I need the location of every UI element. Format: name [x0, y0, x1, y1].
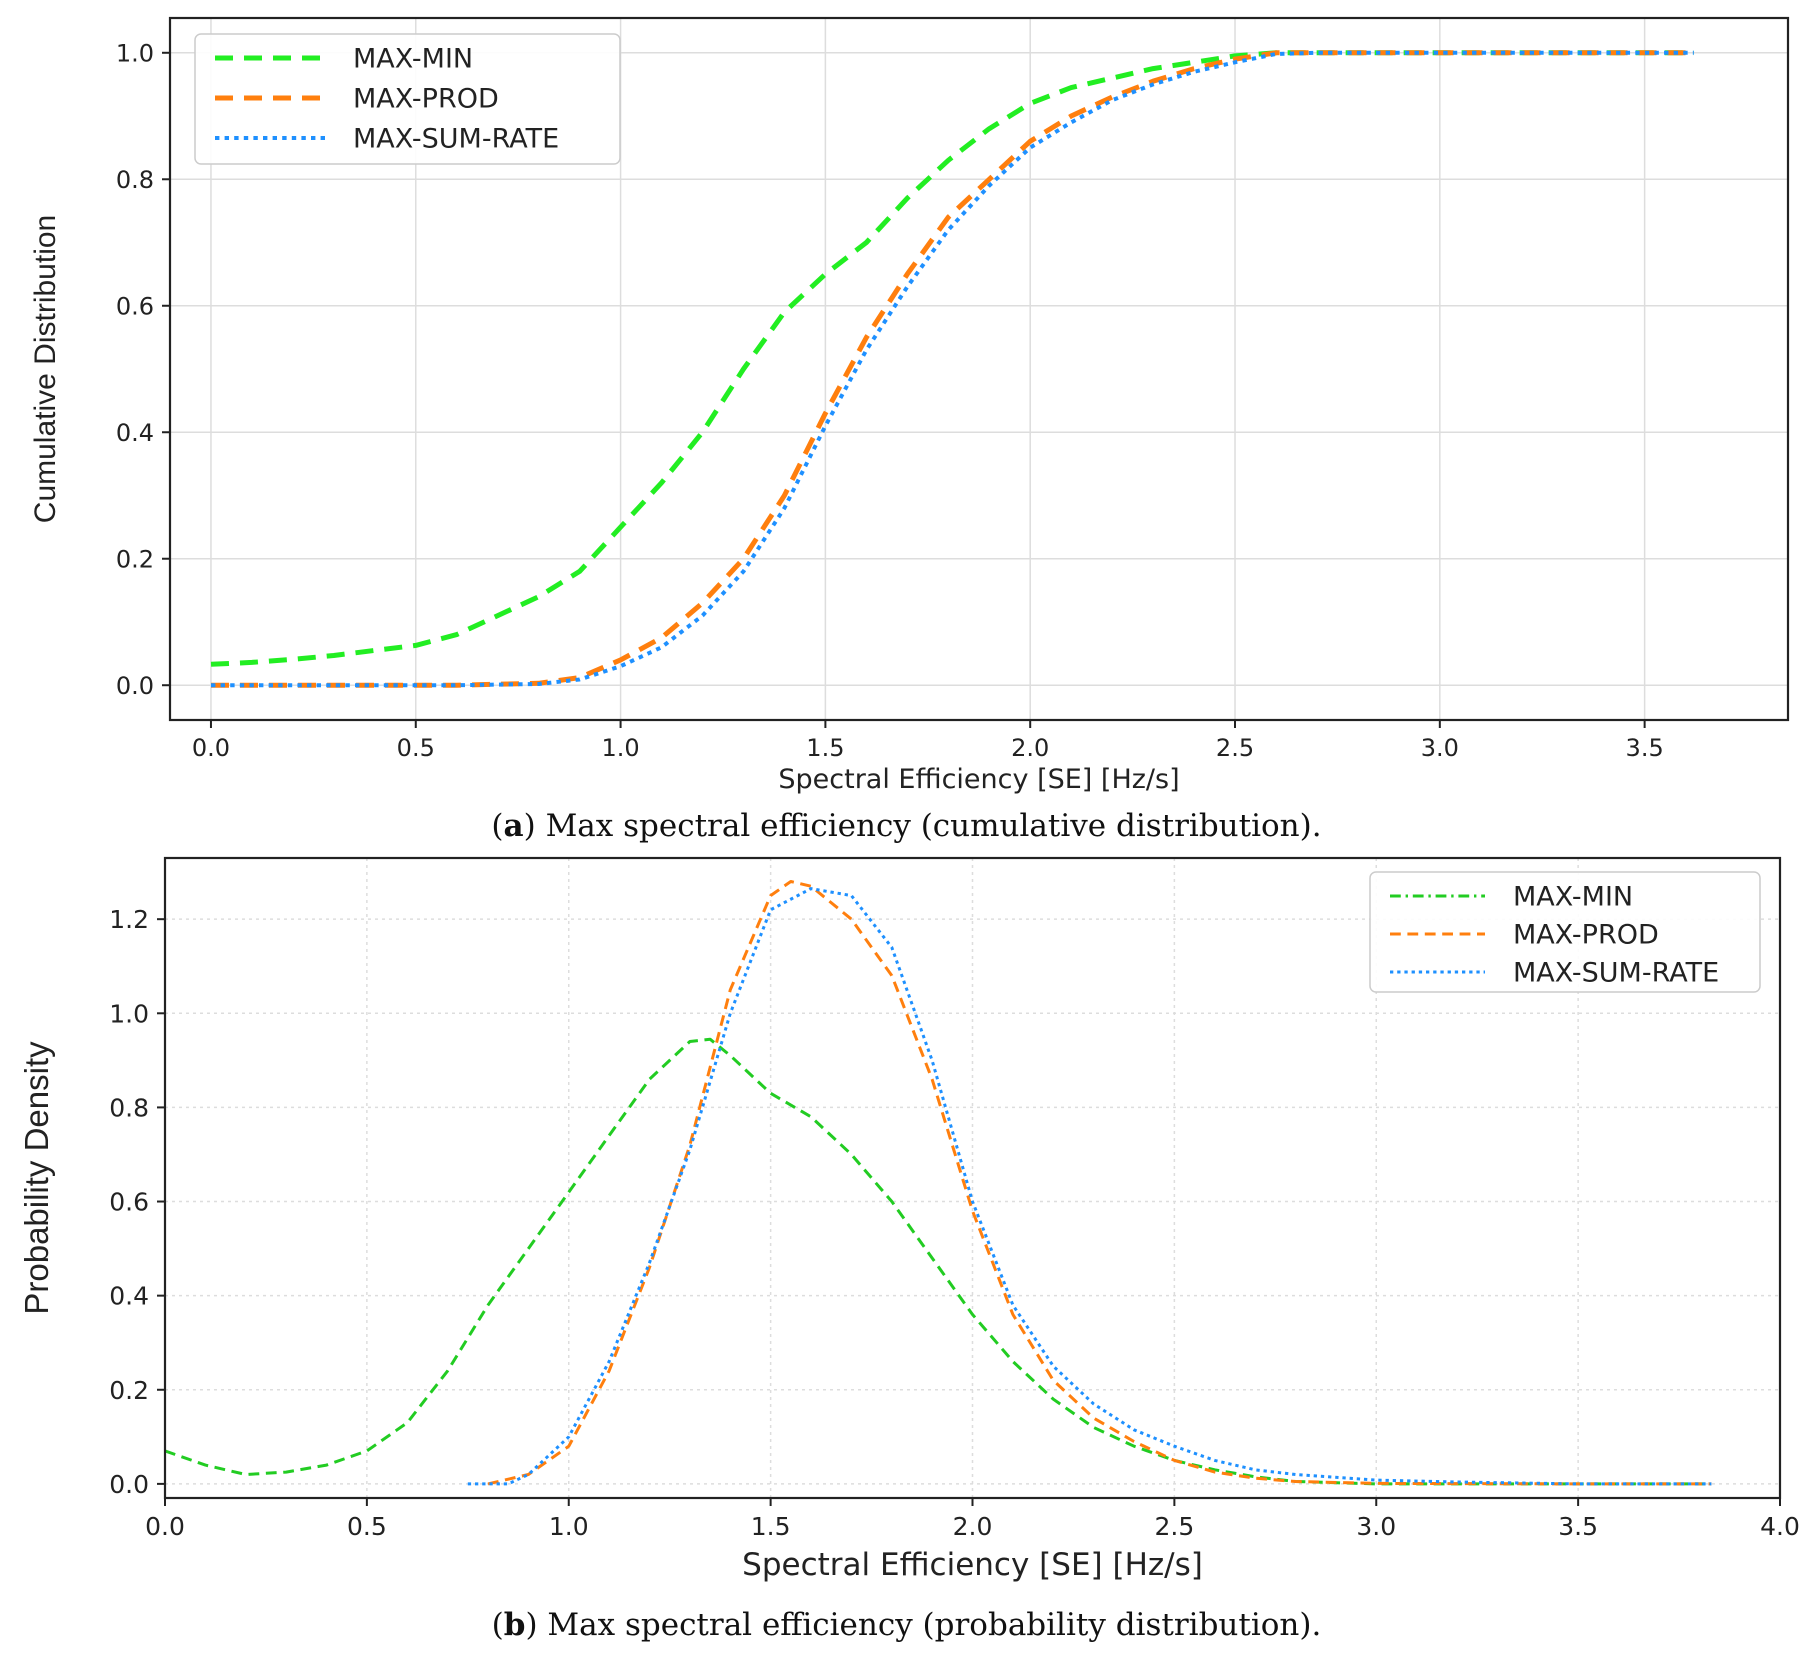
series-line-max-min	[165, 1037, 1712, 1486]
legend: MAX-MIN MAX-PROD MAX-SUM-RATE	[194, 33, 621, 165]
x-tick-label: 0.0	[192, 734, 230, 762]
x-tick-label: 2.5	[1154, 1512, 1194, 1541]
y-tick-label: 1.2	[109, 905, 149, 934]
y-tick-label: 0.8	[109, 1093, 149, 1122]
y-tick-label: 0.6	[116, 292, 154, 320]
x-tick-label: 0.0	[145, 1512, 185, 1541]
plot-frame	[168, 16, 1790, 722]
y-tick-label: 0.4	[109, 1282, 149, 1311]
y-tick-label: 0.0	[109, 1470, 149, 1499]
legend-box	[1369, 871, 1761, 993]
legend-label-max-prod: MAX-PROD	[1513, 920, 1659, 951]
x-tick-label: 2.0	[1011, 734, 1049, 762]
x-tick-label: 0.5	[397, 734, 435, 762]
x-tick-label: 1.0	[549, 1512, 589, 1541]
caption-b-prefix: b	[503, 1607, 526, 1643]
y-tick-label: 0.2	[109, 1376, 149, 1405]
y-tick-label: 0.0	[116, 672, 154, 700]
chart-panel-cumulative: 0.0 0.5 1.0 1.5 2.0 2.5 3.0 3.5 0.0 0.2 0.4 0.6 0.8 1…	[29, 16, 1790, 844]
legend-box	[194, 33, 621, 165]
legend-label-max-min: MAX-MIN	[353, 44, 473, 75]
caption-b: (b) Max spectral efficiency (probability…	[491, 1607, 1322, 1643]
chart-probability-density: 0.0 0.5 1.0 1.5 2.0 2.5 3.0 3.5 4.0 0.0 0.2 0.4 0.6 0…	[18, 856, 1800, 1583]
x-tick-label: 3.5	[1558, 1512, 1598, 1541]
x-tick-label: 4.0	[1760, 1512, 1800, 1541]
x-tick-label: 2.5	[1216, 734, 1254, 762]
y-tick-label: 0.8	[116, 166, 154, 194]
chart-panel-probability: 0.0 0.5 1.0 1.5 2.0 2.5 3.0 3.5 4.0 0.0 0.2 0.4 0.6 0…	[0, 850, 1813, 1653]
legend-label-max-prod: MAX-PROD	[353, 84, 499, 115]
caption-a: (a) Max spectral efficiency (cumulative …	[491, 808, 1322, 844]
x-tick-label: 1.0	[601, 734, 639, 762]
legend: MAX-MIN MAX-PROD MAX-SUM-RATE	[1369, 871, 1761, 993]
caption-b-text: Max spectral efficiency (probability dis…	[547, 1607, 1322, 1643]
x-tick-label: 3.5	[1626, 734, 1664, 762]
y-axis-label: Cumulative Distribution	[29, 215, 62, 523]
legend-label-max-min: MAX-MIN	[1513, 882, 1633, 913]
legend-label-max-sum-rate: MAX-SUM-RATE	[1513, 958, 1719, 989]
caption-a-text: Max spectral efficiency (cumulative dist…	[545, 808, 1322, 844]
series-line-max-sum-rate	[211, 50, 1694, 688]
series-line-max-prod	[487, 880, 1712, 1486]
y-tick-label: 0.4	[116, 419, 154, 447]
series-line-max-min	[210, 50, 1694, 667]
y-tick-label: 0.6	[109, 1188, 149, 1217]
x-tick-label: 1.5	[806, 734, 844, 762]
y-axis-label: Probability Density	[18, 1041, 55, 1315]
x-axis-label: Spectral Efficiency [SE] [Hz/s]	[742, 1547, 1203, 1583]
y-tick-label: 1.0	[109, 999, 149, 1028]
x-axis-label: Spectral Efficiency [SE] [Hz/s]	[778, 764, 1179, 795]
legend-label-max-sum-rate: MAX-SUM-RATE	[353, 124, 559, 155]
caption-a-prefix: a	[503, 808, 524, 844]
x-tick-label: 3.0	[1421, 734, 1459, 762]
x-tick-label: 1.5	[751, 1512, 791, 1541]
x-tick-label: 3.0	[1356, 1512, 1396, 1541]
chart-cumulative-distribution: 0.0 0.5 1.0 1.5 2.0 2.5 3.0 3.5 0.0 0.2 0.4 0.6 0.8 1…	[29, 16, 1790, 795]
y-tick-label: 1.0	[116, 39, 154, 67]
x-tick-label: 2.0	[953, 1512, 993, 1541]
y-tick-label: 0.2	[116, 545, 154, 573]
x-tick-label: 0.5	[347, 1512, 387, 1541]
